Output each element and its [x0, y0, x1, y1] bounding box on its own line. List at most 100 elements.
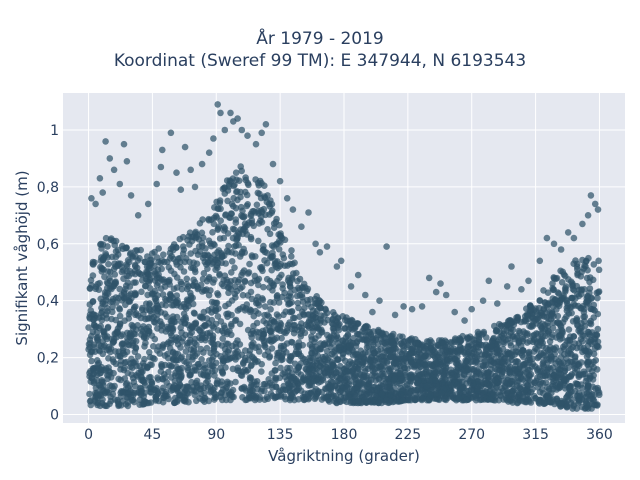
data-point — [217, 318, 225, 325]
data-point — [231, 264, 238, 272]
data-point — [228, 210, 235, 218]
data-point — [101, 402, 108, 409]
data-point — [336, 388, 344, 396]
data-point — [242, 347, 249, 354]
data-point — [529, 360, 537, 368]
data-point — [198, 356, 205, 363]
data-point — [319, 376, 327, 384]
data-point — [105, 355, 112, 362]
data-point — [85, 324, 92, 331]
data-point — [382, 396, 389, 404]
data-point — [240, 383, 248, 391]
data-point — [254, 293, 262, 301]
data-point — [341, 357, 349, 365]
data-point — [298, 377, 306, 385]
data-point — [300, 396, 308, 403]
data-point — [190, 282, 197, 290]
data-point — [536, 257, 544, 265]
data-point — [555, 366, 563, 373]
data-point — [278, 334, 285, 342]
data-point — [242, 354, 249, 362]
data-point — [544, 289, 552, 297]
data-point — [457, 385, 465, 392]
chart-title: År 1979 - 2019 — [256, 29, 384, 49]
data-point — [526, 337, 533, 345]
data-point — [261, 387, 268, 395]
data-point — [516, 390, 523, 398]
data-point — [570, 402, 577, 410]
data-point — [106, 155, 114, 162]
data-point — [221, 225, 229, 232]
data-point — [573, 392, 581, 400]
data-point — [391, 311, 399, 319]
data-point — [224, 328, 231, 336]
data-point — [213, 350, 220, 358]
data-point — [120, 140, 128, 148]
data-point — [113, 299, 120, 306]
data-point — [127, 387, 134, 395]
data-point — [113, 328, 121, 336]
data-point — [232, 340, 240, 347]
data-point — [145, 279, 153, 286]
data-point — [485, 373, 493, 381]
data-point — [295, 364, 303, 371]
data-point — [108, 315, 115, 323]
data-point — [180, 268, 188, 275]
data-point — [159, 146, 166, 154]
data-point — [168, 302, 176, 309]
data-point — [165, 395, 172, 403]
data-point — [130, 279, 138, 286]
x-axis-label: Vågriktning (grader) — [268, 447, 420, 465]
data-point — [468, 350, 476, 357]
data-point — [594, 325, 602, 333]
data-point — [277, 391, 285, 399]
data-point — [365, 328, 373, 336]
data-point — [219, 370, 227, 377]
data-point — [187, 166, 194, 174]
data-point — [171, 399, 179, 406]
data-point — [540, 362, 547, 369]
data-point — [111, 241, 118, 249]
data-point — [420, 344, 428, 351]
data-point — [167, 129, 175, 137]
data-point — [315, 332, 323, 339]
data-point — [126, 258, 133, 266]
data-point — [145, 323, 152, 331]
data-point — [137, 391, 145, 399]
data-point — [244, 201, 251, 208]
data-point — [146, 307, 154, 315]
data-point — [310, 388, 318, 395]
data-point — [280, 311, 287, 319]
data-point — [167, 322, 175, 330]
data-point — [205, 291, 213, 299]
data-point — [110, 335, 118, 343]
data-point — [209, 229, 216, 236]
data-point — [594, 342, 601, 350]
data-point — [518, 347, 526, 354]
data-point — [202, 379, 210, 387]
data-point — [537, 322, 544, 330]
data-point — [214, 313, 222, 320]
data-point — [527, 399, 535, 406]
y-tick-label: 1 — [50, 123, 59, 139]
data-point — [231, 317, 239, 325]
y-tick-label: 0,8 — [37, 180, 59, 196]
data-point — [505, 349, 513, 357]
data-point — [542, 379, 550, 386]
data-point — [425, 338, 432, 346]
data-point — [569, 294, 576, 302]
data-point — [554, 319, 562, 326]
data-point — [365, 392, 373, 400]
data-point — [219, 335, 226, 343]
data-point — [128, 371, 136, 378]
data-point — [87, 397, 95, 404]
data-point — [333, 263, 341, 270]
data-point — [503, 283, 511, 290]
data-point — [316, 249, 324, 256]
data-point — [122, 244, 129, 252]
data-point — [117, 357, 125, 365]
data-point — [232, 169, 240, 176]
data-point — [283, 377, 291, 384]
data-point — [437, 280, 444, 287]
data-point — [129, 359, 136, 366]
